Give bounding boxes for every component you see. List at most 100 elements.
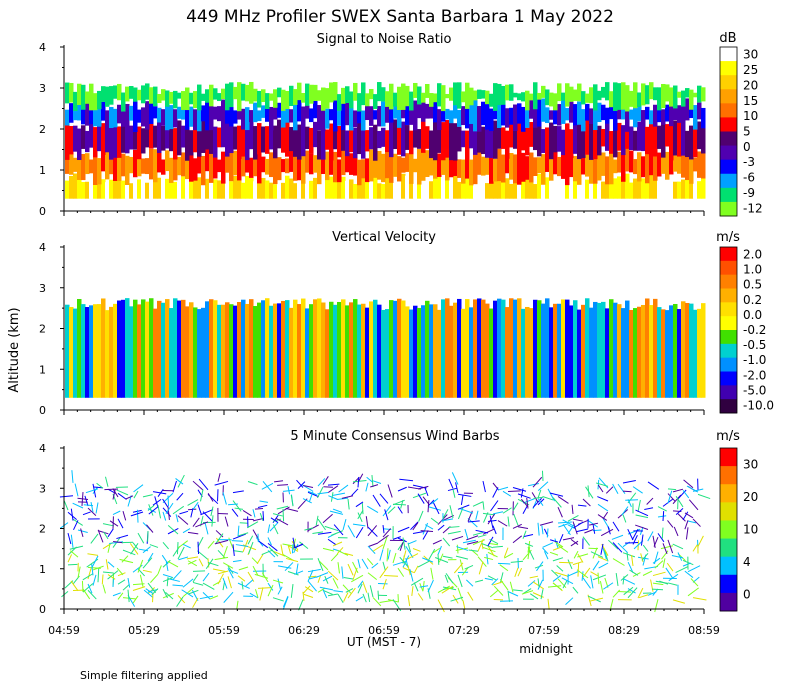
heat-cell [321,302,326,398]
wind-barb [637,499,641,512]
heat-cell [461,130,466,148]
heat-cell [633,159,638,175]
wind-barb [252,518,264,522]
wind-barb [77,529,88,534]
heat-cell [473,152,478,185]
heat-cell [409,153,414,184]
heat-cell [549,92,554,107]
wind-barb [602,511,609,520]
colorbar-swatch [720,61,737,76]
heat-cell [221,99,226,122]
heat-cell [549,157,554,181]
wind-barb [222,492,227,505]
wind-barb [567,523,576,535]
heat-cell [609,299,614,398]
heat-cell [93,304,98,398]
heat-cell [565,108,570,121]
wind-barb [284,562,294,572]
heat-cell [545,298,550,398]
wind-barb [524,534,534,537]
wind-barb [508,591,519,597]
wind-barb [675,566,689,574]
heat-cell [685,175,690,199]
wind-barb [457,493,472,497]
heat-cell [421,305,426,398]
wind-barb [365,482,369,492]
heat-cell [701,107,706,129]
wind-barb [343,592,349,602]
heat-cell [593,84,598,111]
colorbar-swatch [720,520,737,539]
heat-cell [441,85,446,112]
heat-cell [517,119,522,159]
heat-cell [669,305,674,398]
wind-barb [477,534,487,538]
heat-cell [489,125,494,159]
heat-cell [629,109,634,120]
heat-cell [637,121,642,151]
heat-cell [209,128,214,154]
wind-barb [202,592,211,600]
colorbar-label: 1.0 [743,263,762,277]
wind-barb [307,568,321,573]
colorbar-label: 0.5 [743,278,762,292]
heat-cell [613,121,618,158]
wind-barb [187,559,197,565]
wind-barb [491,578,499,586]
wind-barb [652,571,666,577]
wind-barb [549,551,559,556]
wind-barb [72,518,83,526]
heat-cell [229,181,234,199]
heat-cell [505,130,510,159]
heat-cell [593,153,598,184]
heat-cell [653,87,658,101]
wind-barb [148,506,159,515]
heat-cell [201,105,206,122]
wind-barb [367,525,378,537]
heat-cell [325,309,330,398]
heat-cell [509,183,514,199]
heat-cell [293,89,298,105]
heat-cell [477,106,482,132]
wind-barb [432,547,441,554]
heat-cell [273,125,278,159]
heat-cell [345,100,350,126]
heat-cell [149,123,154,149]
wind-barb [407,595,411,607]
heat-cell [521,152,526,182]
wind-barb [557,496,569,504]
wind-barb [587,519,598,528]
heat-cell [645,174,650,199]
wind-barb [307,524,319,532]
wind-barb [130,543,139,555]
wind-barb [520,498,529,508]
heat-cell [537,300,542,398]
wind-barb [341,566,344,579]
heat-cell [493,83,498,111]
heat-cell [165,178,170,199]
wind-barb [558,533,564,544]
heat-cell [289,307,294,398]
heat-cell [85,91,90,104]
heat-cell [117,83,122,101]
heat-cell [481,178,486,199]
heat-cell [417,307,422,398]
heat-cell [265,298,270,398]
wind-barb [84,495,89,507]
wind-barb [367,592,371,603]
wind-barb [430,567,434,580]
colorbar-label: 30 [743,457,758,471]
heat-cell [249,299,254,398]
heat-cell [381,309,386,398]
heat-cell [445,149,450,181]
heat-cell [441,176,446,199]
heat-cell [161,125,166,151]
heat-cell [581,151,586,175]
colorbar-swatch [720,371,737,386]
heat-cell [617,304,622,398]
heat-cell [189,130,194,156]
heat-cell [665,174,670,199]
heat-cell [161,175,166,199]
heat-cell [585,93,590,103]
heat-cell [465,176,470,199]
